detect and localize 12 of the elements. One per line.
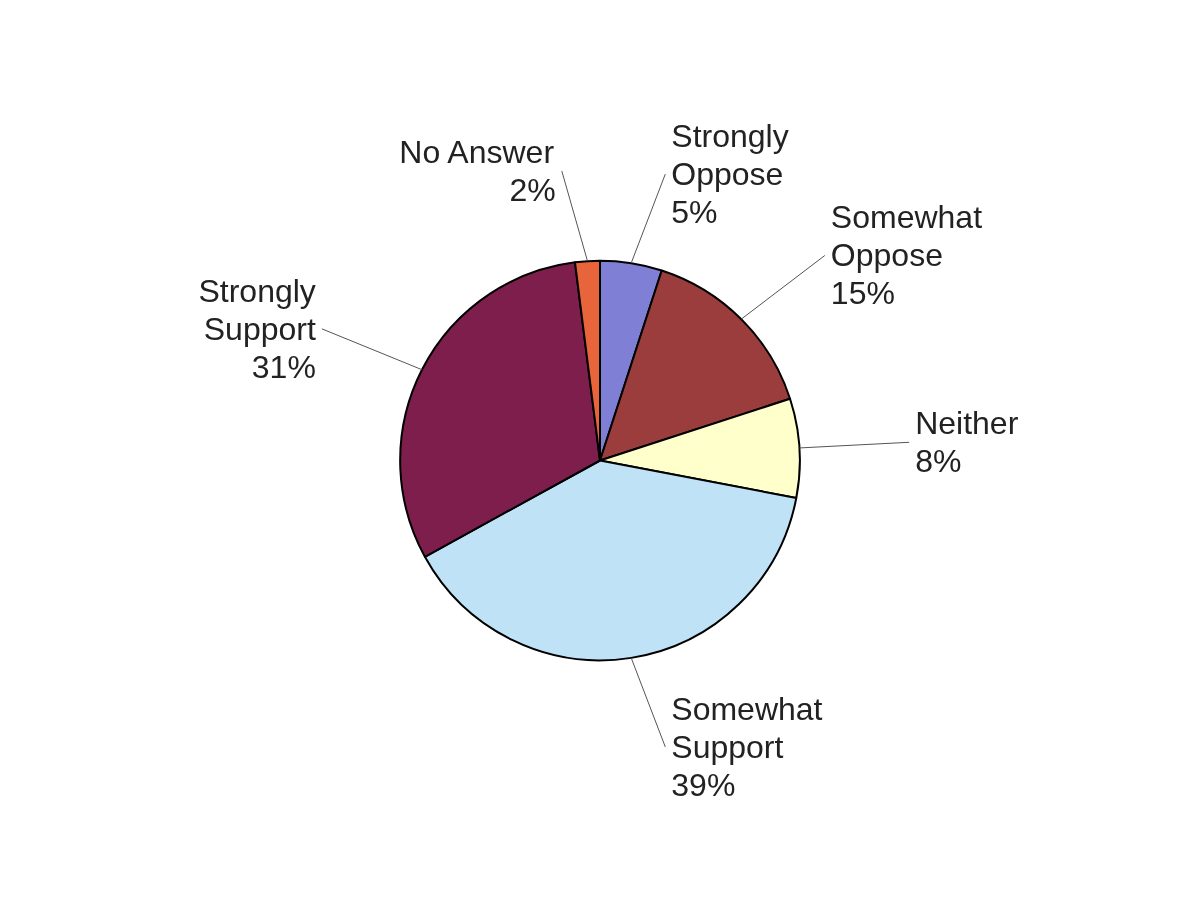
- data-label: 15%: [830, 275, 895, 312]
- slice-label: Somewhat Oppose: [830, 199, 983, 274]
- data-label: 8%: [915, 443, 962, 480]
- slice-label: Strongly Support: [198, 272, 316, 347]
- data-label: 2%: [509, 172, 556, 209]
- slice-label: Strongly Oppose: [671, 118, 789, 193]
- slice-label: No Answer: [399, 134, 555, 171]
- data-label: 31%: [251, 348, 316, 385]
- slice-label: Neither: [915, 405, 1019, 442]
- slice-label: Somewhat Support: [671, 690, 823, 765]
- data-label: 39%: [671, 766, 736, 803]
- data-label: 5%: [671, 194, 718, 231]
